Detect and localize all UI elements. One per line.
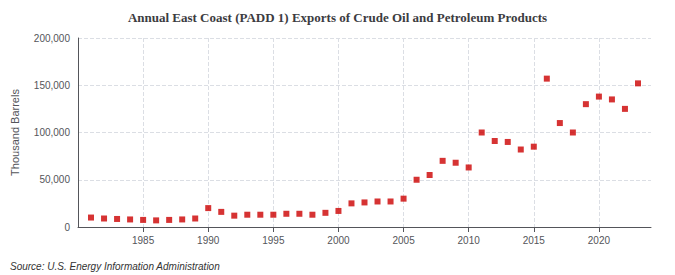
- svg-text:2000: 2000: [327, 235, 350, 246]
- svg-text:Annual East Coast (PADD 1) Exp: Annual East Coast (PADD 1) Exports of Cr…: [128, 10, 547, 25]
- svg-text:1995: 1995: [262, 235, 285, 246]
- svg-text:2020: 2020: [588, 235, 611, 246]
- svg-text:100,000: 100,000: [34, 127, 71, 138]
- svg-text:0: 0: [64, 222, 70, 233]
- svg-text:1990: 1990: [197, 235, 220, 246]
- svg-text:50,000: 50,000: [39, 174, 70, 185]
- svg-text:2005: 2005: [392, 235, 415, 246]
- svg-text:Source: U.S. Energy Informatio: Source: U.S. Energy Information Administ…: [10, 261, 220, 272]
- svg-text:200,000: 200,000: [34, 33, 71, 44]
- svg-text:1985: 1985: [132, 235, 155, 246]
- svg-text:2015: 2015: [523, 235, 546, 246]
- svg-text:Thousand Barrels: Thousand Barrels: [9, 89, 21, 176]
- svg-text:2010: 2010: [458, 235, 481, 246]
- svg-text:150,000: 150,000: [34, 80, 71, 91]
